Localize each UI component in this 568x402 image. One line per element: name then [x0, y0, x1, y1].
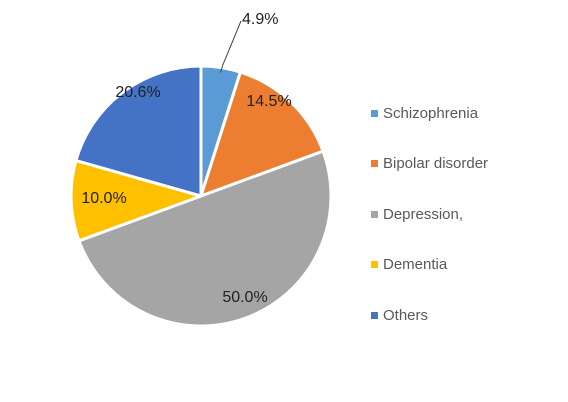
data-label-schizophrenia: 4.9% [242, 11, 278, 28]
legend-swatch [371, 311, 378, 319]
legend-label: Bipolar disorder [383, 155, 489, 173]
pie-slice-bipolar-disorder [199, 70, 325, 198]
legend-item-bipolar-disorder: Bipolar disorder [371, 139, 488, 190]
pie-slice-others [74, 64, 203, 198]
legend-swatch [371, 261, 378, 269]
legend-label: Dementia [383, 256, 448, 274]
legend-label: Schizophrenia [383, 104, 479, 122]
data-label-depression: 50.0% [222, 289, 267, 306]
data-label-others: 20.6% [115, 84, 160, 101]
data-label-dementia: 10.0% [81, 190, 126, 207]
legend-label: Depression, [383, 205, 464, 223]
legend-item-depression: Depression, [371, 189, 488, 240]
data-label-bipolar-disorder: 14.5% [246, 93, 291, 110]
chart-legend: Schizophrenia Bipolar disorder Depressio… [371, 88, 488, 341]
leader-line [220, 20, 242, 73]
legend-label: Others [383, 306, 429, 324]
legend-item-dementia: Dementia [371, 240, 488, 291]
legend-swatch [371, 210, 378, 218]
legend-item-schizophrenia: Schizophrenia [371, 88, 488, 139]
legend-swatch [371, 109, 378, 117]
pie-slice-depression [77, 149, 333, 328]
legend-swatch [371, 160, 378, 168]
pie-slice-dementia [69, 159, 203, 243]
legend-item-others: Others [371, 290, 488, 341]
